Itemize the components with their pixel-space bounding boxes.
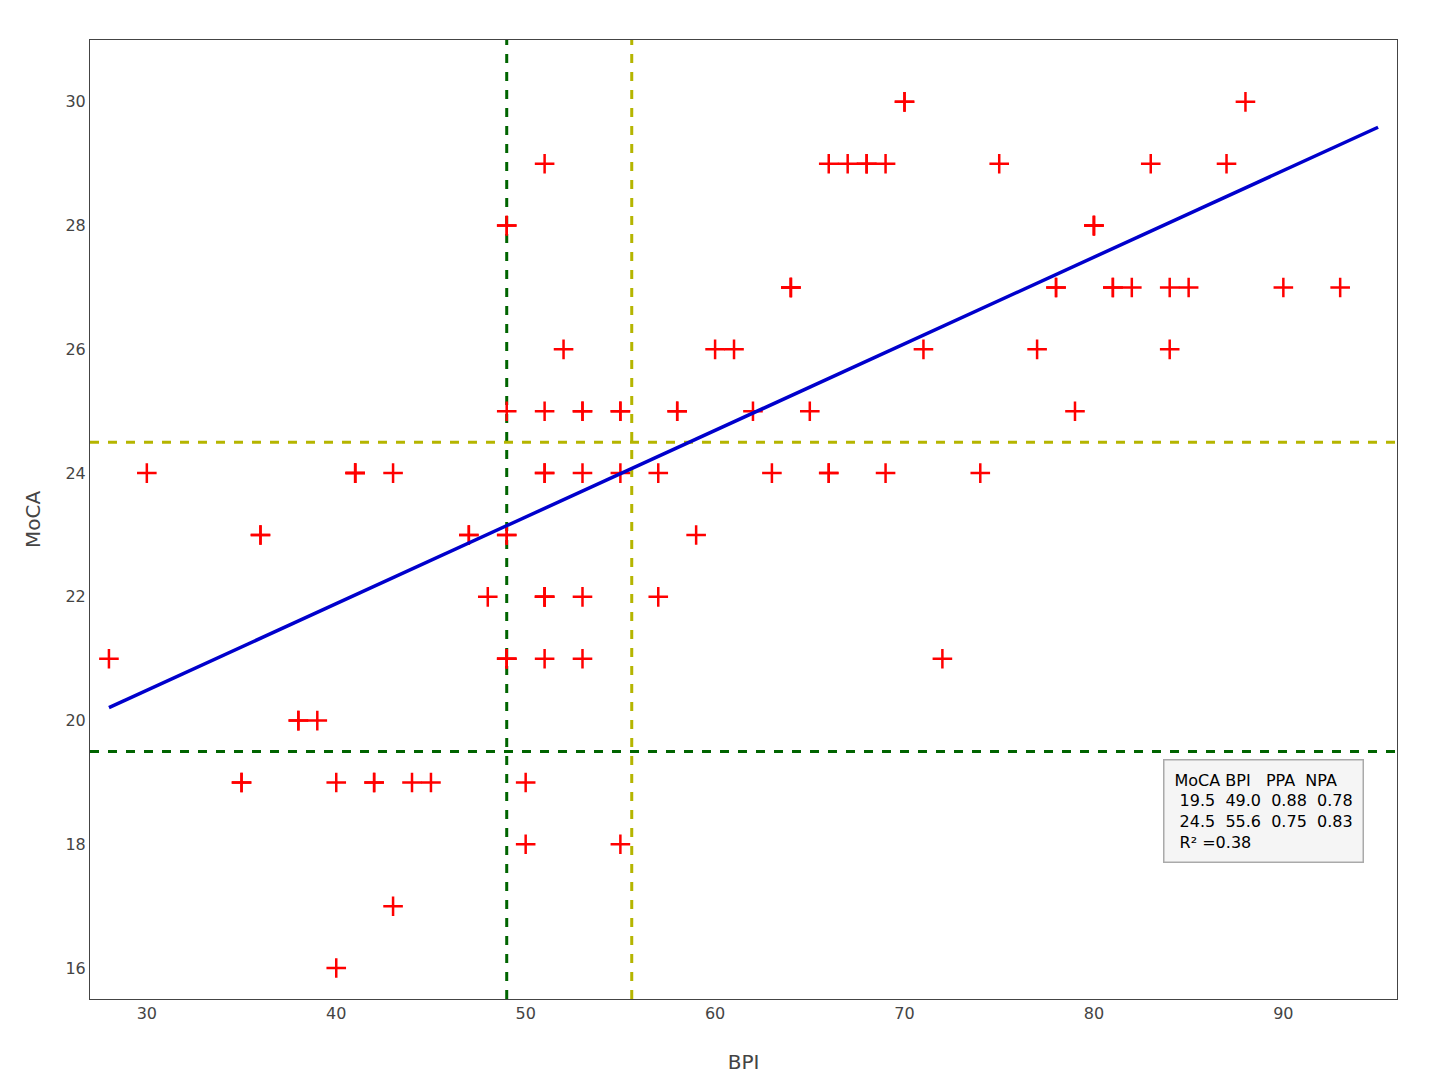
- svg-text:28: 28: [65, 216, 85, 235]
- svg-text:22: 22: [65, 587, 85, 606]
- svg-text:70: 70: [894, 1004, 914, 1023]
- svg-text:24: 24: [65, 464, 85, 483]
- svg-text:BPI: BPI: [728, 1050, 760, 1074]
- svg-text:60: 60: [705, 1004, 725, 1023]
- svg-text:18: 18: [65, 835, 85, 854]
- svg-text:20: 20: [65, 711, 85, 730]
- svg-text:40: 40: [326, 1004, 346, 1023]
- svg-text:90: 90: [1273, 1004, 1293, 1023]
- svg-text:50: 50: [515, 1004, 535, 1023]
- svg-text:80: 80: [1084, 1004, 1104, 1023]
- svg-text:30: 30: [137, 1004, 157, 1023]
- svg-text:26: 26: [65, 340, 85, 359]
- svg-text:16: 16: [65, 959, 85, 978]
- svg-text:MoCA BPI PPA NPA 19.5 49.0: MoCA BPI PPA NPA 19.5 49.0 0.88 0.78 24.…: [1175, 771, 1353, 852]
- svg-text:MoCA: MoCA: [21, 491, 45, 548]
- svg-text:30: 30: [65, 92, 85, 111]
